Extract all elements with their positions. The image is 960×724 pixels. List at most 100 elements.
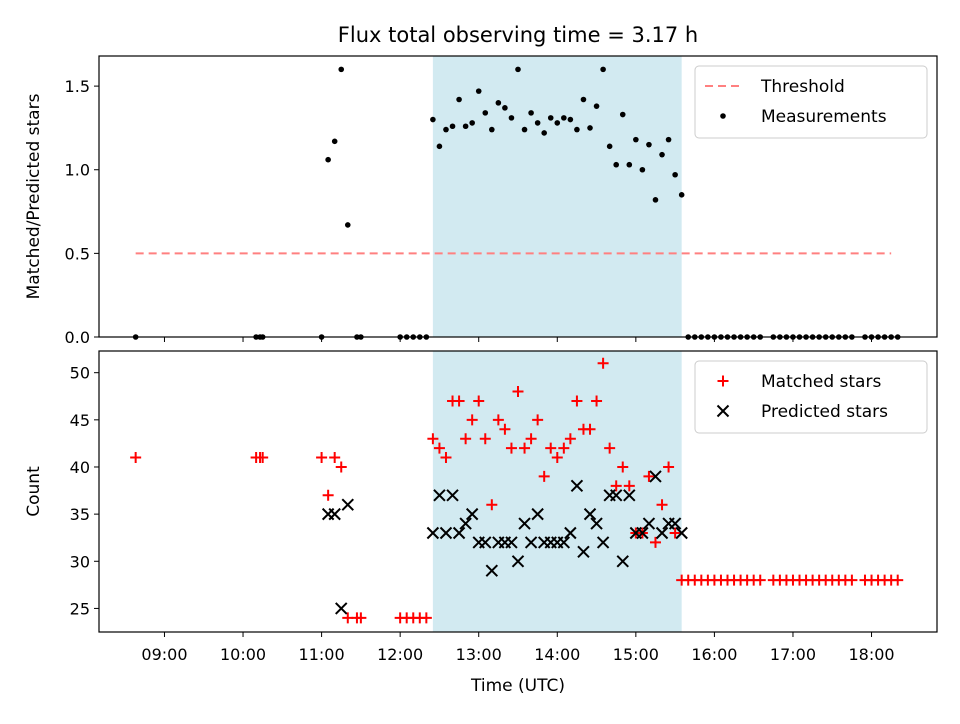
x-tick-label: 09:00 bbox=[141, 645, 187, 664]
matched-star-point bbox=[316, 452, 328, 464]
matched-star-point bbox=[257, 452, 269, 464]
matched-star-point bbox=[584, 423, 596, 435]
measurement-point bbox=[835, 334, 842, 340]
matched-star-point bbox=[617, 461, 629, 473]
matched-star-point bbox=[663, 461, 675, 473]
predicted-star-point bbox=[518, 517, 531, 530]
matched-star-point bbox=[130, 452, 142, 464]
measurement-point bbox=[678, 192, 685, 198]
measurement-point bbox=[554, 120, 561, 126]
measurement-point bbox=[606, 143, 613, 150]
matched-star-point bbox=[329, 452, 341, 464]
series-predicted-stars bbox=[321, 470, 688, 615]
predicted-star-point bbox=[649, 470, 662, 483]
legend: Threshold Measurements bbox=[694, 65, 928, 139]
matched-star-point bbox=[322, 489, 334, 501]
predicted-star-point bbox=[675, 526, 688, 540]
measurement-point bbox=[502, 105, 508, 111]
measurement-point bbox=[521, 126, 528, 133]
matched-star-point bbox=[610, 480, 622, 492]
measurement-point bbox=[423, 334, 430, 340]
predicted-star-point bbox=[485, 564, 499, 577]
measurement-point bbox=[469, 120, 475, 126]
legend-box bbox=[694, 360, 928, 434]
matched-star-point bbox=[571, 395, 583, 407]
measurement-point bbox=[626, 161, 633, 168]
legend-label: Threshold bbox=[760, 77, 845, 97]
predicted-star-point bbox=[465, 507, 479, 521]
y-tick-label: 1.0 bbox=[65, 161, 90, 180]
measurement-point bbox=[888, 334, 894, 340]
measurement-point bbox=[672, 171, 678, 178]
predicted-star-point bbox=[335, 602, 348, 615]
predicted-star-point bbox=[609, 489, 623, 502]
measurement-point bbox=[705, 334, 711, 340]
x-tick-label: 11:00 bbox=[299, 645, 345, 664]
measurement-point bbox=[259, 334, 266, 340]
predicted-star-point bbox=[623, 489, 636, 502]
measurement-point bbox=[443, 126, 449, 133]
measurement-point bbox=[561, 115, 567, 121]
measurement-point bbox=[547, 115, 554, 121]
matched-star-point bbox=[499, 423, 511, 435]
predicted-star-point bbox=[459, 517, 472, 530]
x-tick-label: 13:00 bbox=[456, 645, 502, 664]
predicted-star-point bbox=[564, 526, 577, 540]
measurement-point bbox=[436, 143, 443, 150]
matched-star-point bbox=[558, 442, 570, 454]
predicted-star-point bbox=[616, 555, 629, 568]
y-tick-label: 0.5 bbox=[65, 244, 90, 263]
matched-star-point bbox=[479, 433, 491, 445]
measurement-point bbox=[862, 334, 868, 340]
matched-star-point bbox=[453, 395, 465, 407]
observing-span bbox=[432, 56, 682, 337]
measurement-point bbox=[757, 334, 764, 340]
matched-star-point bbox=[623, 480, 635, 492]
matched-star-point bbox=[846, 574, 858, 586]
measurement-point bbox=[430, 116, 436, 123]
measurement-point bbox=[659, 151, 665, 158]
predicted-star-point bbox=[557, 536, 571, 549]
measurement-point bbox=[600, 66, 606, 73]
measurement-point bbox=[541, 130, 547, 136]
measurement-point bbox=[868, 334, 875, 340]
measurement-point bbox=[894, 334, 901, 340]
measurement-point bbox=[691, 334, 698, 340]
measurement-point bbox=[711, 334, 718, 340]
matched-star-point bbox=[492, 414, 504, 426]
x-tick-label: 12:00 bbox=[377, 645, 423, 664]
x-tick-label: 14:00 bbox=[534, 645, 580, 664]
predicted-star-point bbox=[452, 526, 466, 540]
measurement-point bbox=[449, 123, 456, 130]
predicted-star-point bbox=[590, 517, 603, 530]
measurement-point bbox=[515, 66, 521, 73]
measurement-point bbox=[770, 334, 777, 340]
measurement-point bbox=[574, 126, 580, 133]
bottom-panel: 25 30 35 40 45 50 09:00 10:00 11:00 12:00 13:00 14:… bbox=[24, 350, 938, 696]
measurement-point bbox=[416, 334, 423, 340]
measurement-point bbox=[665, 136, 672, 143]
figure-title: Flux total observing time = 3.17 h bbox=[338, 23, 698, 47]
measurement-point bbox=[790, 334, 796, 340]
predicted-star-point bbox=[642, 517, 656, 530]
predicted-star-point bbox=[668, 517, 682, 530]
matched-star-point bbox=[892, 574, 904, 586]
x-axis-label: Time (UTC) bbox=[470, 676, 565, 696]
legend-marker bbox=[717, 375, 729, 387]
predicted-star-point bbox=[328, 507, 341, 521]
measurement-point bbox=[331, 138, 338, 145]
matched-star-point bbox=[643, 470, 655, 482]
measurement-point bbox=[718, 334, 724, 340]
predicted-star-point bbox=[479, 536, 492, 549]
measurement-point bbox=[803, 334, 809, 340]
matched-star-point bbox=[604, 442, 616, 454]
measurement-point bbox=[587, 125, 593, 131]
y-axis-label: Matched/Predicted stars bbox=[24, 93, 44, 299]
predicted-star-point bbox=[511, 555, 525, 568]
measurement-point bbox=[750, 334, 757, 340]
measurement-point bbox=[875, 334, 881, 340]
predicted-star-point bbox=[596, 536, 610, 549]
matched-star-point bbox=[649, 536, 661, 548]
legend-label: Predicted stars bbox=[761, 402, 888, 422]
measurement-point bbox=[724, 334, 731, 340]
